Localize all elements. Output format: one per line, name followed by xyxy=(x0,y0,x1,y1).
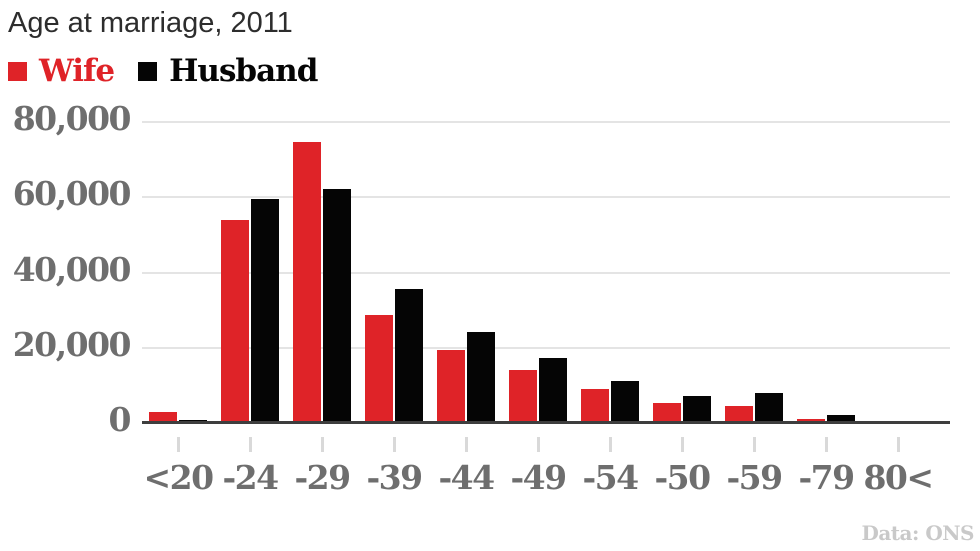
legend-item-husband: Husband xyxy=(138,53,318,89)
x-axis-label: <20 xyxy=(143,458,214,497)
bar-wife--50 xyxy=(653,403,681,423)
bar-husband--49 xyxy=(539,358,567,423)
bar-husband--79 xyxy=(827,415,855,423)
x-axis-tick xyxy=(321,437,324,452)
x-axis-label: -49 xyxy=(510,458,567,497)
bar-wife--39 xyxy=(365,315,393,423)
x-axis-tick xyxy=(753,437,756,452)
legend: Wife Husband xyxy=(8,53,318,89)
x-axis-tick xyxy=(681,437,684,452)
bar-wife--49 xyxy=(509,369,537,423)
legend-item-wife: Wife xyxy=(8,53,115,89)
bar-wife--29 xyxy=(293,141,321,423)
x-axis-tick xyxy=(897,437,900,452)
bar-wife--44 xyxy=(437,350,465,423)
y-axis-label: 60,000 xyxy=(12,174,132,214)
bar-husband--24 xyxy=(251,198,279,423)
bar-husband--39 xyxy=(395,289,423,423)
x-axis-label: -24 xyxy=(222,458,279,497)
x-axis-tick xyxy=(465,437,468,452)
x-axis-label: -59 xyxy=(726,458,783,497)
source-note: Data: ONS xyxy=(861,521,975,545)
gridline-20000 xyxy=(142,346,950,349)
x-axis-label: -44 xyxy=(438,458,495,497)
x-axis-label: -50 xyxy=(654,458,711,497)
x-axis-line xyxy=(142,421,950,424)
x-axis-tick xyxy=(249,437,252,452)
x-axis-label: -29 xyxy=(294,458,351,497)
bar-husband--59 xyxy=(755,392,783,423)
bar-wife--54 xyxy=(581,389,609,423)
gridline-40000 xyxy=(142,271,950,274)
bar-husband--54 xyxy=(611,380,639,423)
x-axis-tick xyxy=(609,437,612,452)
x-axis-tick xyxy=(537,437,540,452)
x-axis-label: 80< xyxy=(863,458,934,497)
gridline-80000 xyxy=(142,121,950,123)
x-axis-tick xyxy=(825,437,828,452)
bar-husband--50 xyxy=(683,395,711,423)
x-axis-label: -54 xyxy=(582,458,639,497)
x-axis-tick xyxy=(177,437,180,452)
y-axis-label: 40,000 xyxy=(12,249,132,289)
bar-husband--29 xyxy=(323,188,351,423)
legend-label-husband: Husband xyxy=(169,53,318,89)
x-axis-label: -39 xyxy=(366,458,423,497)
bar-wife-<20 xyxy=(149,411,177,423)
bar-wife--79 xyxy=(797,418,825,423)
bar-husband--44 xyxy=(467,331,495,423)
y-axis-label: 0 xyxy=(108,400,132,439)
y-axis-label: 80,000 xyxy=(12,99,132,138)
y-axis-label: 20,000 xyxy=(12,324,132,364)
husband-swatch-icon xyxy=(138,62,158,81)
legend-label-wife: Wife xyxy=(39,53,115,89)
wife-swatch-icon xyxy=(8,62,27,81)
gridline-60000 xyxy=(142,196,950,199)
x-axis-tick xyxy=(393,437,396,452)
x-axis-label: -79 xyxy=(798,458,855,497)
bar-wife--24 xyxy=(221,219,249,423)
bar-wife--59 xyxy=(725,406,753,423)
chart-title: Age at marriage, 2011 xyxy=(8,7,293,39)
